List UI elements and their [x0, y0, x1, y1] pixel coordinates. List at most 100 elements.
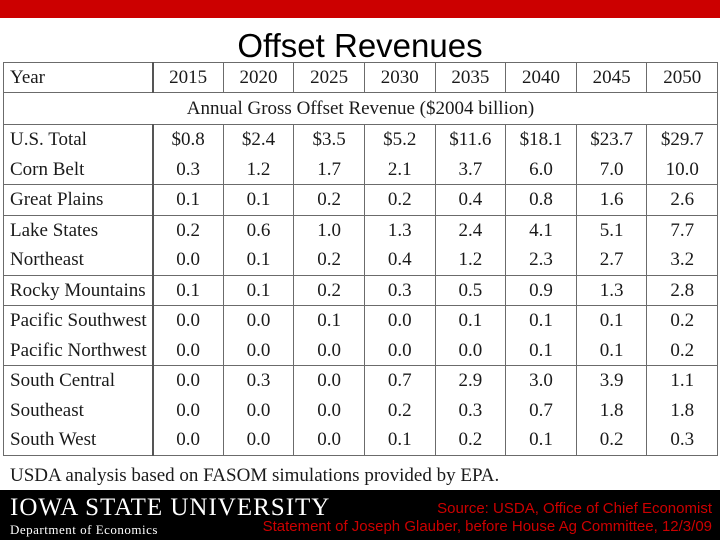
value-cell: 2.8 — [646, 274, 718, 306]
region-cell: Pacific Northwest — [3, 335, 154, 366]
value-cell: 1.3 — [363, 214, 436, 245]
value-cell: 0.0 — [363, 305, 436, 336]
value-cell: 2.6 — [646, 184, 718, 216]
value-cell: 1.3 — [575, 274, 648, 306]
analysis-caption: USDA analysis based on FASOM simulations… — [10, 465, 500, 486]
value-cell: 10.0 — [646, 154, 718, 185]
value-cell: 1.8 — [575, 395, 648, 425]
value-cell: 0.0 — [152, 335, 224, 366]
value-cell: 0.2 — [363, 395, 436, 425]
value-cell: $29.7 — [646, 124, 718, 155]
department-name: Department of Economics — [10, 522, 158, 537]
value-cell: 0.2 — [152, 214, 224, 245]
value-cell: 0.1 — [434, 305, 507, 336]
value-cell: 3.7 — [434, 154, 507, 185]
value-cell: $3.5 — [293, 124, 365, 155]
value-cell: 0.1 — [575, 335, 648, 366]
value-cell: 7.0 — [575, 154, 648, 185]
table-row: Southeast 0.0 0.0 0.0 0.2 0.3 0.7 1.8 1.8 — [3, 395, 718, 425]
region-cell: Rocky Mountains — [3, 274, 154, 306]
value-cell: 1.0 — [293, 214, 365, 245]
region-cell: South Central — [3, 365, 154, 396]
value-cell: 0.0 — [434, 335, 507, 366]
value-cell: 0.1 — [505, 425, 577, 456]
value-cell: 0.7 — [505, 395, 577, 425]
value-cell: 1.7 — [293, 154, 365, 185]
value-cell: 0.2 — [293, 245, 365, 276]
year-header: Year — [3, 62, 154, 93]
offset-revenue-table: Year 2015 2020 2025 2030 2035 2040 2045 … — [3, 62, 718, 456]
value-cell: 3.0 — [505, 365, 577, 396]
table-row: Northeast 0.0 0.1 0.2 0.4 1.2 2.3 2.7 3.2 — [3, 245, 718, 276]
value-cell: 0.1 — [152, 184, 224, 216]
table-row: Rocky Mountains 0.1 0.1 0.2 0.3 0.5 0.9 1.3 2.8 — [3, 274, 718, 306]
value-cell: 1.8 — [646, 395, 718, 425]
value-cell: 0.2 — [646, 335, 718, 366]
value-cell: 2.3 — [505, 245, 577, 276]
value-cell: 0.5 — [434, 274, 507, 306]
region-cell: South West — [3, 425, 154, 456]
value-cell: 0.3 — [363, 274, 436, 306]
year-cell: 2050 — [646, 62, 718, 93]
value-cell: 0.2 — [293, 184, 365, 216]
value-cell: 4.1 — [505, 214, 577, 245]
value-cell: 0.3 — [434, 395, 507, 425]
value-cell: 0.1 — [505, 335, 577, 366]
value-cell: 0.2 — [363, 184, 436, 216]
value-cell: 0.2 — [293, 274, 365, 306]
value-cell: 0.1 — [222, 245, 295, 276]
value-cell: $23.7 — [575, 124, 648, 155]
footer-bar — [0, 490, 720, 540]
table-row: Corn Belt 0.3 1.2 1.7 2.1 3.7 6.0 7.0 10.0 — [3, 154, 718, 185]
value-cell: 3.9 — [575, 365, 648, 396]
value-cell: $11.6 — [434, 124, 507, 155]
table-row: Pacific Southwest 0.0 0.0 0.1 0.0 0.1 0.1 0.1 0.… — [3, 305, 718, 336]
value-cell: 1.1 — [646, 365, 718, 396]
value-cell: 0.0 — [152, 395, 224, 425]
year-cell: 2040 — [505, 62, 577, 93]
table-subheader: Annual Gross Offset Revenue ($2004 billi… — [3, 92, 718, 125]
value-cell: 0.0 — [222, 335, 295, 366]
table-row: U.S. Total $0.8 $2.4 $3.5 $5.2 $11.6 $18.1 $23.… — [3, 124, 718, 155]
value-cell: $2.4 — [222, 124, 295, 155]
value-cell: 0.0 — [222, 425, 295, 456]
value-cell: 2.9 — [434, 365, 507, 396]
value-cell: 0.3 — [646, 425, 718, 456]
value-cell: 0.3 — [222, 365, 295, 396]
table-header-row: Year 2015 2020 2025 2030 2035 2040 2045 … — [3, 62, 718, 93]
value-cell: 0.4 — [434, 184, 507, 216]
value-cell: 0.1 — [293, 305, 365, 336]
value-cell: 5.1 — [575, 214, 648, 245]
year-cell: 2030 — [363, 62, 436, 93]
slide-title: Offset Revenues — [237, 27, 483, 64]
value-cell: 0.0 — [293, 335, 365, 366]
region-cell: Pacific Southwest — [3, 305, 154, 336]
value-cell: 0.1 — [505, 305, 577, 336]
source-line-2: Statement of Joseph Glauber, before Hous… — [262, 518, 712, 535]
table-row: Lake States 0.2 0.6 1.0 1.3 2.4 4.1 5.1 7.7 — [3, 214, 718, 245]
year-cell: 2015 — [152, 62, 224, 93]
value-cell: 0.0 — [152, 365, 224, 396]
value-cell: $0.8 — [152, 124, 224, 155]
year-cell: 2045 — [575, 62, 648, 93]
value-cell: 0.0 — [222, 305, 295, 336]
table-subheader-row: Annual Gross Offset Revenue ($2004 billi… — [3, 92, 718, 125]
value-cell: 0.1 — [363, 425, 436, 456]
value-cell: 0.0 — [152, 425, 224, 456]
value-cell: 0.2 — [434, 425, 507, 456]
value-cell: 0.0 — [152, 245, 224, 276]
value-cell: 2.1 — [363, 154, 436, 185]
value-cell: 0.9 — [505, 274, 577, 306]
table-row: Pacific Northwest 0.0 0.0 0.0 0.0 0.0 0.1 0.1 0.… — [3, 335, 718, 366]
value-cell: $5.2 — [363, 124, 436, 155]
value-cell: 0.4 — [363, 245, 436, 276]
value-cell: 0.0 — [293, 395, 365, 425]
table-row: South Central 0.0 0.3 0.0 0.7 2.9 3.0 3.9 1.1 — [3, 365, 718, 396]
value-cell: 0.2 — [575, 425, 648, 456]
university-logo: IOWA STATE UNIVERSITY — [10, 494, 331, 521]
value-cell: 7.7 — [646, 214, 718, 245]
value-cell: 0.8 — [505, 184, 577, 216]
region-cell: Great Plains — [3, 184, 154, 216]
value-cell: 0.2 — [646, 305, 718, 336]
value-cell: 0.0 — [222, 395, 295, 425]
